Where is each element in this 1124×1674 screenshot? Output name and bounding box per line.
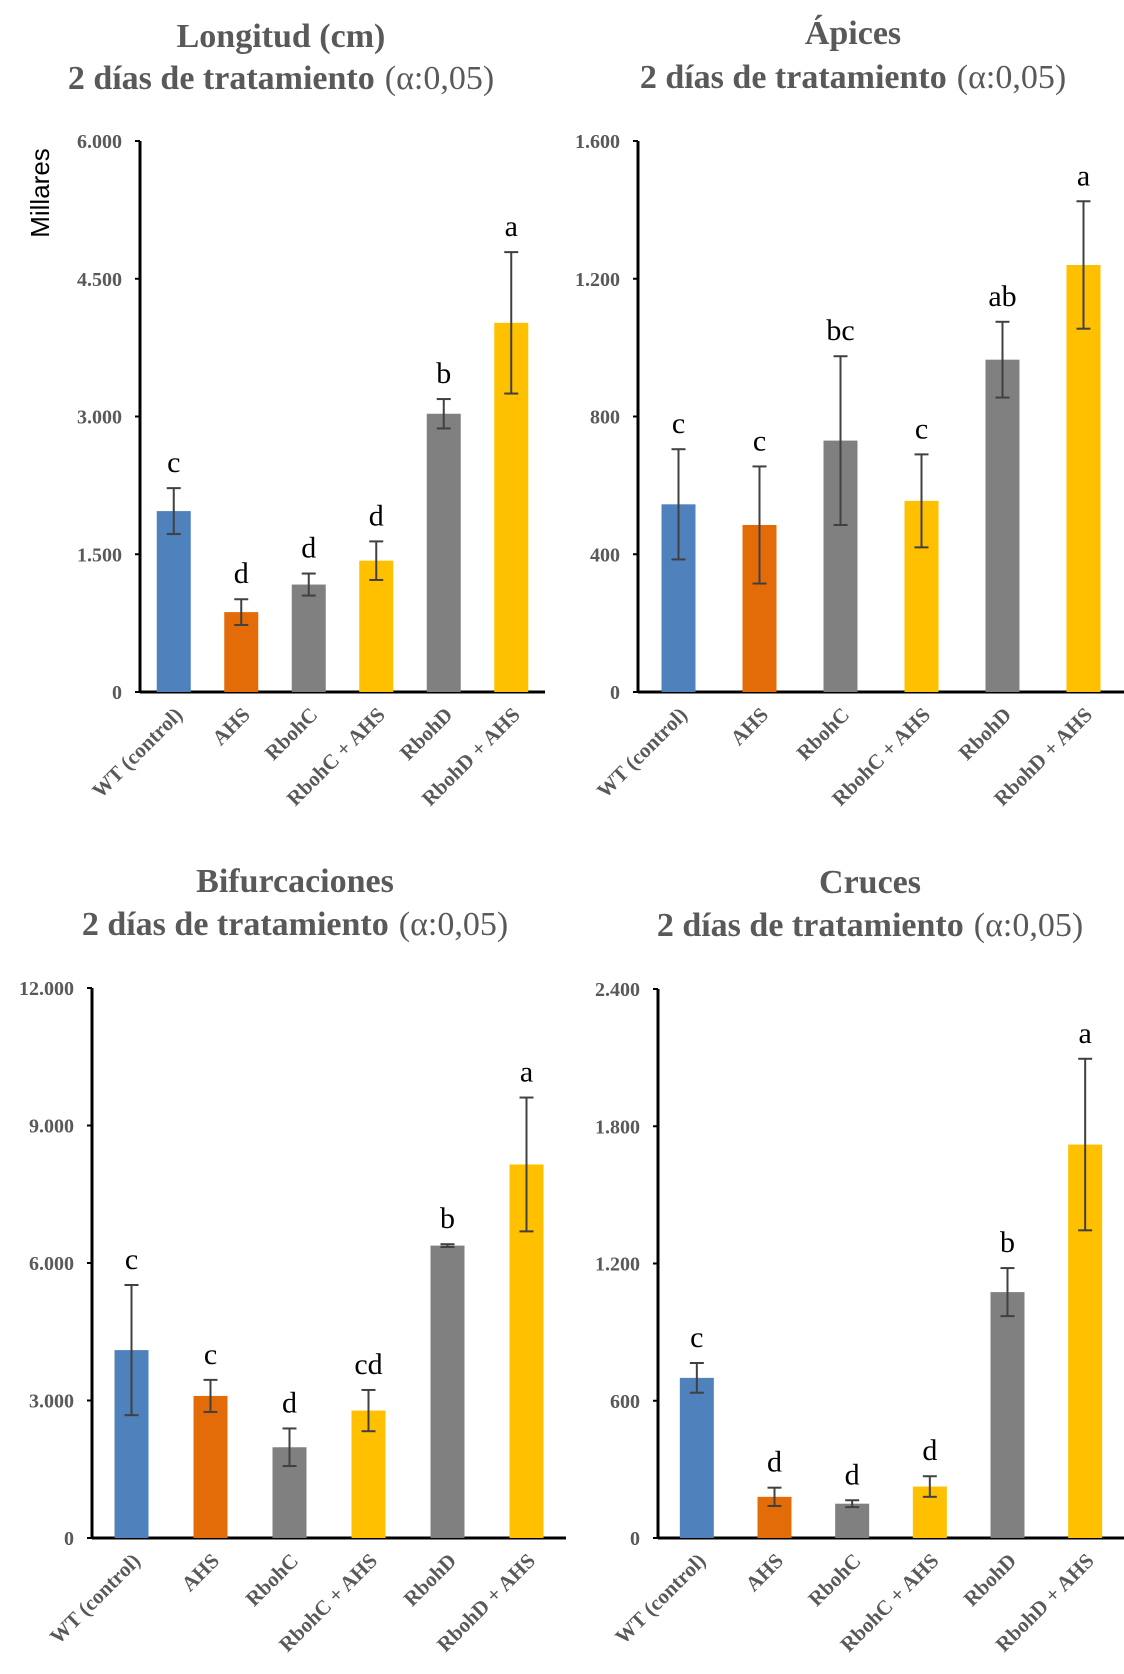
panel-3-subtitle-line: 2 días de tratamiento (α:0,05): [82, 906, 508, 943]
panel-2-plot: 0 400 800 1.200 1.600 c WT (control) c AHS bc Rboh…: [575, 131, 1124, 811]
significance-label: a: [1079, 1017, 1092, 1050]
y-tick-label: 1.500: [77, 544, 122, 566]
panel-2-title: Ápices: [805, 15, 901, 52]
category-label: WT (control): [87, 703, 187, 803]
y-tick-label: 6.000: [29, 1253, 74, 1275]
category-label: RbohD: [395, 703, 457, 765]
panel-3-title: Bifurcaciones: [196, 863, 394, 900]
y-tick-label: 1.600: [575, 131, 620, 153]
panel-3-plot: 0 3.000 6.000 9.000 12.000 c WT (control) c AHS d…: [19, 978, 566, 1657]
panel-3-subtitle-note: (α:0,05): [399, 906, 508, 943]
significance-label: d: [282, 1386, 297, 1419]
bar: [359, 560, 394, 692]
panel-1-subtitle: 2 días de tratamiento: [68, 60, 375, 97]
significance-label: cd: [354, 1348, 382, 1381]
y-tick-label: 2.400: [595, 979, 640, 1001]
y-tick-label: 800: [590, 407, 620, 429]
panel-4-subtitle-note: (α:0,05): [974, 907, 1083, 944]
y-tick-label: 0: [630, 1528, 640, 1550]
significance-label: d: [845, 1458, 860, 1491]
significance-label: c: [915, 412, 928, 445]
category-label: AHS: [207, 703, 255, 751]
significance-label: c: [753, 424, 766, 457]
y-tick-label: 1.200: [595, 1254, 640, 1276]
y-tick-label: 3.000: [29, 1391, 74, 1413]
bar: [156, 511, 191, 692]
y-tick-label: 9.000: [29, 1116, 74, 1138]
category-label: WT (control): [45, 1549, 145, 1649]
panel-4-plot: 0 600 1.200 1.800 2.400 c WT (control) d AHS d Rbo…: [595, 979, 1124, 1657]
category-label: WT (control): [610, 1549, 710, 1649]
bar: [679, 1377, 714, 1538]
significance-label: b: [1000, 1226, 1015, 1259]
category-label: RbohD: [959, 1549, 1021, 1611]
category-label: RbohD: [399, 1549, 461, 1611]
y-tick-label: 0: [610, 682, 620, 704]
category-label: RbohC: [241, 1549, 303, 1611]
significance-label: d: [301, 532, 316, 565]
panel-4-title: Cruces: [819, 864, 921, 901]
significance-label: c: [204, 1338, 217, 1371]
y-tick-label: 3.000: [77, 407, 122, 429]
significance-label: c: [167, 446, 180, 479]
significance-label: d: [767, 1446, 782, 1479]
y-tick-label: 0: [64, 1528, 74, 1550]
bar: [985, 359, 1020, 692]
category-label: RbohC: [260, 703, 322, 765]
panel-2-subtitle-line: 2 días de tratamiento (α:0,05): [640, 59, 1066, 96]
significance-label: a: [1077, 159, 1090, 192]
significance-label: d: [234, 557, 249, 590]
y-tick-label: 600: [610, 1391, 640, 1413]
y-tick-label: 1.200: [575, 269, 620, 291]
significance-label: d: [369, 499, 384, 532]
category-label: AHS: [741, 1549, 789, 1597]
bar: [990, 1292, 1025, 1538]
category-label: RbohC: [803, 1549, 865, 1611]
significance-label: d: [922, 1434, 937, 1467]
bar: [291, 584, 326, 692]
bar: [193, 1395, 228, 1538]
bar: [1066, 264, 1101, 692]
significance-label: a: [520, 1056, 533, 1089]
panel-2-subtitle-note: (α:0,05): [957, 59, 1066, 96]
significance-label: ab: [988, 280, 1016, 313]
panel-2-subtitle: 2 días de tratamiento: [640, 59, 947, 96]
y-tick-label: 400: [590, 544, 620, 566]
significance-label: b: [436, 357, 451, 390]
panel-3-subtitle: 2 días de tratamiento: [82, 906, 389, 943]
significance-label: c: [125, 1243, 138, 1276]
significance-label: c: [672, 407, 685, 440]
panel-1-subtitle-note: (α:0,05): [385, 60, 494, 97]
category-label: AHS: [177, 1549, 225, 1597]
panel-1-plot: 0 1.500 3.000 4.500 6.000 c WT (control) d AHS d R…: [77, 131, 545, 811]
y-tick-label: 4.500: [77, 269, 122, 291]
panel-4-subtitle-line: 2 días de tratamiento (α:0,05): [657, 907, 1083, 944]
panel-1-subtitle-line: 2 días de tratamiento (α:0,05): [68, 60, 494, 97]
bar: [430, 1245, 465, 1538]
significance-label: bc: [826, 314, 854, 347]
significance-label: b: [440, 1202, 455, 1235]
panel-1-ylabel: Millares: [25, 148, 55, 238]
y-tick-label: 6.000: [77, 131, 122, 153]
bar: [835, 1503, 870, 1538]
panel-4-subtitle: 2 días de tratamiento: [657, 907, 964, 944]
significance-label: c: [690, 1321, 703, 1354]
category-label: WT (control): [592, 703, 692, 803]
y-tick-label: 0: [112, 682, 122, 704]
category-label: AHS: [726, 703, 774, 751]
category-label: RbohC: [792, 703, 854, 765]
bar: [426, 413, 461, 692]
y-tick-label: 1.800: [595, 1116, 640, 1138]
panel-1-title: Longitud (cm): [177, 18, 386, 55]
category-label: RbohD: [954, 703, 1016, 765]
significance-label: a: [505, 210, 518, 243]
y-tick-label: 12.000: [19, 978, 74, 1000]
